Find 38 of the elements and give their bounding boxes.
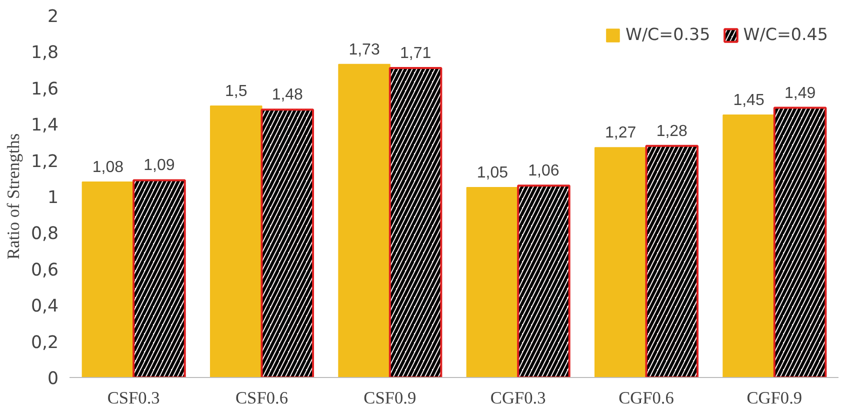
y-tick-label: 2 — [47, 7, 59, 27]
data-label: 1,28 — [656, 122, 688, 140]
data-label: 1,09 — [144, 157, 175, 174]
x-tick-label: CSF0.9 — [364, 388, 416, 408]
legend-label: W/C=0.45 — [743, 25, 828, 44]
x-tick-label: CSF0.3 — [107, 388, 160, 408]
data-label: 1,49 — [784, 84, 816, 102]
data-label: 1,73 — [348, 41, 380, 58]
x-tick-label: CGF0.6 — [618, 388, 674, 408]
data-label: 1,48 — [272, 86, 304, 104]
y-axis-title: Ratio of Strengths — [4, 133, 23, 260]
bar — [722, 114, 775, 378]
data-label: 1,08 — [92, 159, 124, 176]
data-label: 1,27 — [605, 124, 636, 142]
y-tick-label: 0,4 — [30, 296, 59, 317]
y-tick-label: 1,6 — [30, 79, 59, 100]
bar — [210, 106, 262, 378]
legend-label: W/C=0.35 — [625, 25, 710, 44]
y-tick-label: 0 — [47, 369, 59, 389]
y-tick-label: 1,2 — [30, 152, 59, 172]
y-tick-label: 1,4 — [30, 116, 59, 136]
y-tick-label: 1 — [47, 188, 59, 208]
x-tick-label: CSF0.6 — [236, 388, 288, 408]
x-tick-label: CGF0.9 — [746, 388, 802, 408]
x-tick-label: CGF0.3 — [490, 388, 546, 408]
data-label: 1,5 — [224, 83, 248, 100]
data-label: 1,71 — [400, 44, 432, 62]
data-label: 1,06 — [528, 162, 560, 180]
bar — [338, 64, 390, 378]
bar — [466, 186, 519, 378]
bar — [594, 147, 647, 378]
y-tick-label: 1,8 — [30, 43, 59, 64]
data-label: 1,05 — [476, 164, 508, 182]
bar — [82, 182, 134, 378]
y-tick-label: 0,2 — [30, 332, 59, 353]
data-label: 1,45 — [733, 92, 764, 110]
y-tick-label: 0,6 — [30, 260, 59, 280]
y-tick-label: 0,8 — [30, 224, 59, 244]
